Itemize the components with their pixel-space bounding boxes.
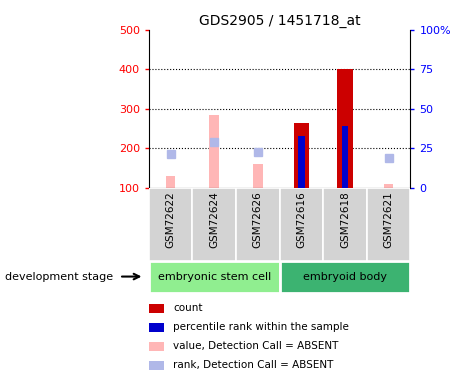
Text: percentile rank within the sample: percentile rank within the sample <box>173 322 349 332</box>
Bar <box>149 322 165 332</box>
Bar <box>149 261 280 292</box>
Text: count: count <box>173 303 202 313</box>
Bar <box>149 361 165 370</box>
Bar <box>193 188 236 261</box>
Bar <box>323 188 367 261</box>
Text: GSM72618: GSM72618 <box>340 191 350 248</box>
Text: GSM72626: GSM72626 <box>253 191 263 248</box>
Bar <box>166 176 175 188</box>
Bar <box>342 126 348 188</box>
Text: embryoid body: embryoid body <box>303 272 387 282</box>
Bar <box>298 136 305 188</box>
Text: embryonic stem cell: embryonic stem cell <box>157 272 271 282</box>
Bar <box>367 188 410 261</box>
Bar <box>337 69 353 188</box>
Bar <box>149 304 165 313</box>
Text: GSM72624: GSM72624 <box>209 191 219 248</box>
Text: rank, Detection Call = ABSENT: rank, Detection Call = ABSENT <box>173 360 333 370</box>
Bar <box>209 115 219 188</box>
Text: GSM72622: GSM72622 <box>166 191 175 248</box>
Title: GDS2905 / 1451718_at: GDS2905 / 1451718_at <box>199 13 360 28</box>
Text: GSM72621: GSM72621 <box>384 191 394 248</box>
Bar <box>280 188 323 261</box>
Text: development stage: development stage <box>5 272 113 282</box>
Text: value, Detection Call = ABSENT: value, Detection Call = ABSENT <box>173 342 338 351</box>
Bar <box>149 342 165 351</box>
Text: GSM72616: GSM72616 <box>296 191 306 248</box>
Bar <box>280 261 410 292</box>
Bar <box>384 184 393 188</box>
Bar <box>294 123 309 188</box>
Bar <box>253 164 262 188</box>
Bar <box>236 188 280 261</box>
Bar <box>149 188 193 261</box>
